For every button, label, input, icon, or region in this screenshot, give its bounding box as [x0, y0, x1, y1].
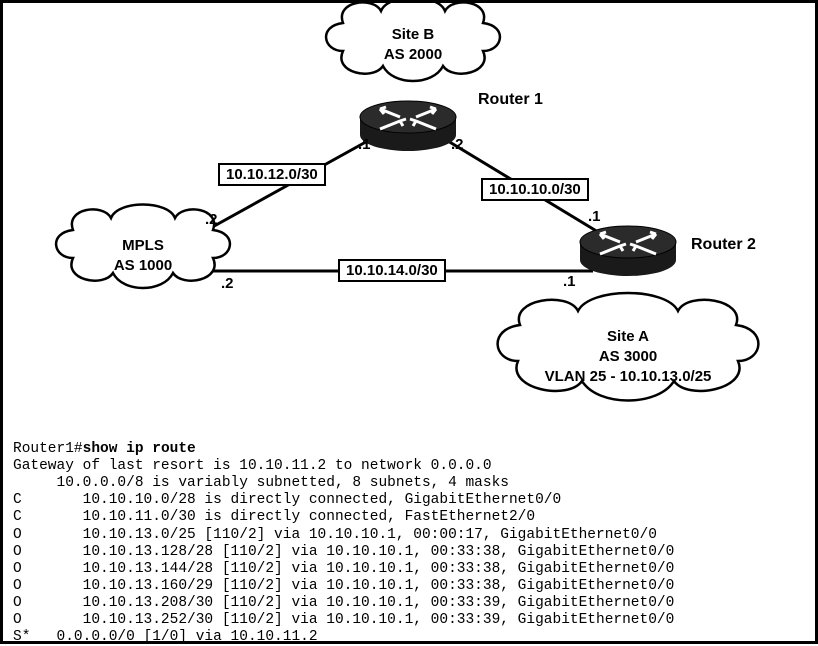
routeline: Gateway of last resort is 10.10.11.2 to … — [13, 458, 492, 474]
siteb-line2: AS 2000 — [384, 46, 442, 63]
router2-label: Router 2 — [691, 236, 756, 254]
sitea-line1: Site A — [607, 328, 649, 345]
figure-frame: Site B AS 2000 MPLS AS 1000 Site A AS 30… — [0, 0, 818, 644]
ip-r1-left: .1 — [358, 136, 371, 153]
siteb-line1: Site B — [392, 26, 435, 43]
prompt: Router1# — [13, 441, 83, 457]
ip-r1-right: .2 — [451, 136, 464, 153]
command: show ip route — [83, 441, 196, 457]
routeline: O 10.10.13.144/28 [110/2] via 10.10.10.1… — [13, 561, 674, 577]
routeline: O 10.10.13.252/30 [110/2] via 10.10.10.1… — [13, 612, 674, 628]
routeline: C 10.10.11.0/30 is directly connected, F… — [13, 509, 535, 525]
links — [198, 138, 603, 271]
ip-r2-top: .1 — [588, 208, 601, 225]
mpls-line2: AS 1000 — [114, 257, 172, 274]
routeline: O 10.10.13.0/25 [110/2] via 10.10.10.1, … — [13, 527, 657, 543]
sitea-line2: AS 3000 — [599, 348, 657, 365]
router-2 — [580, 226, 676, 276]
net-12: 10.10.12.0/30 — [218, 163, 326, 186]
routeline: O 10.10.13.160/29 [110/2] via 10.10.10.1… — [13, 578, 674, 594]
cloud-site-b: Site B AS 2000 — [326, 3, 500, 81]
cloud-site-a: Site A AS 3000 VLAN 25 - 10.10.13.0/25 — [498, 293, 759, 401]
net-14: 10.10.14.0/30 — [338, 259, 446, 282]
diagram-svg: Site B AS 2000 MPLS AS 1000 Site A AS 30… — [3, 3, 818, 433]
routeline: S* 0.0.0.0/0 [1/0] via 10.10.11.2 — [13, 629, 318, 645]
mpls-line1: MPLS — [122, 237, 164, 254]
router1-label: Router 1 — [478, 91, 543, 109]
ip-mpls-bot: .2 — [221, 275, 234, 292]
router-1 — [360, 101, 456, 151]
routeline: O 10.10.13.128/28 [110/2] via 10.10.10.1… — [13, 544, 674, 560]
routeline: C 10.10.10.0/28 is directly connected, G… — [13, 492, 561, 508]
link-r1-mpls — [198, 138, 373, 235]
network-diagram: Site B AS 2000 MPLS AS 1000 Site A AS 30… — [3, 3, 815, 433]
terminal-output: Router1#show ip route Gateway of last re… — [13, 441, 674, 646]
net-10: 10.10.10.0/30 — [481, 178, 589, 201]
routeline: 10.0.0.0/8 is variably subnetted, 8 subn… — [13, 475, 509, 491]
ip-r2-left: .1 — [563, 273, 576, 290]
cloud-mpls: MPLS AS 1000 — [56, 205, 230, 289]
routeline: O 10.10.13.208/30 [110/2] via 10.10.10.1… — [13, 595, 674, 611]
sitea-line3: VLAN 25 - 10.10.13.0/25 — [545, 368, 712, 385]
ip-mpls-top: .2 — [205, 211, 218, 228]
